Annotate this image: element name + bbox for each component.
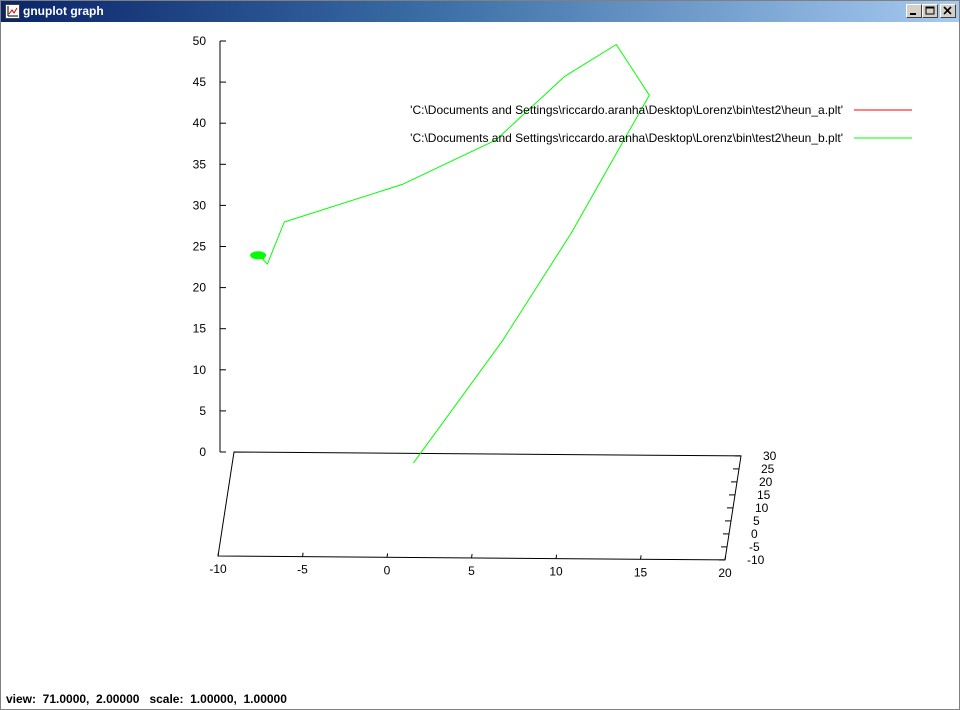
axes-layer: [217, 41, 742, 561]
close-button[interactable]: [940, 4, 956, 18]
y-tick-label: 10: [755, 501, 769, 515]
z-tick-label: 40: [193, 116, 207, 130]
maximize-button[interactable]: [922, 4, 938, 18]
maximize-icon: [925, 6, 935, 15]
x-tick-mark: [471, 553, 473, 559]
y-tick-label: -10: [747, 553, 765, 567]
base-box: [217, 451, 742, 561]
x-tick-label: 10: [549, 565, 563, 579]
x-tick-mark: [555, 554, 558, 559]
z-tick-label: 25: [193, 240, 207, 254]
x-tick-mark: [217, 552, 220, 557]
z-tick-label: 30: [193, 198, 207, 212]
z-tick-label: 10: [193, 363, 207, 377]
x-tick-label: -10: [209, 562, 227, 576]
minimize-button[interactable]: [906, 4, 922, 18]
x-tick-mark: [724, 555, 727, 560]
window-title: gnuplot graph: [23, 4, 104, 18]
title-bar[interactable]: gnuplot graph: [1, 1, 959, 22]
y-tick-label: 0: [751, 527, 758, 541]
x-tick-mark: [302, 552, 304, 557]
y-tick-label: 5: [753, 514, 760, 528]
graph-icon: [7, 6, 18, 17]
x-tick-label: 20: [718, 566, 732, 580]
y-tick-label: 15: [757, 488, 771, 502]
legend-label-2: 'C:\Documents and Settings\riccardo.aran…: [410, 131, 843, 145]
z-tick-label: 0: [199, 445, 206, 459]
minimize-icon: [910, 13, 916, 15]
x-tick-mark: [386, 553, 389, 558]
x-tick-label: 5: [468, 564, 475, 578]
x-tick-label: 0: [384, 563, 391, 577]
z-tick-label: 15: [193, 322, 207, 336]
y-tick-label: -5: [749, 540, 760, 554]
legend-label-1: 'C:\Documents and Settings\riccardo.aran…: [410, 103, 843, 117]
close-icon: [943, 6, 952, 15]
view-status-text: view: 71.0000, 2.00000 scale: 1.00000, 1…: [6, 692, 287, 706]
y-tick-label: 30: [763, 449, 777, 463]
z-tick-label: 50: [193, 34, 207, 48]
series-attractor-blob: [250, 251, 267, 260]
z-tick-label: 35: [193, 157, 207, 171]
series-layer: [250, 44, 650, 464]
y-tick-label: 25: [761, 462, 775, 476]
x-tick-label: -5: [297, 563, 308, 577]
gnuplot-app-icon[interactable]: [5, 4, 20, 19]
plot-area[interactable]: 0 5 10 15 20 25 30 35 40 45 50 -10 -5 0 5 10 15 20 -10 -5 0 5…: [1, 22, 959, 690]
z-tick-label: 5: [199, 404, 206, 418]
status-bar: view: 71.0000, 2.00000 scale: 1.00000, 1…: [1, 690, 959, 709]
x-tick-mark: [640, 555, 642, 560]
y-tick-label: 20: [759, 475, 773, 489]
legend: 'C:\Documents and Settings\riccardo.aran…: [410, 103, 912, 145]
x-tick-label: 15: [634, 565, 648, 579]
z-tick-label: 45: [193, 75, 207, 89]
z-tick-label: 20: [193, 281, 207, 295]
